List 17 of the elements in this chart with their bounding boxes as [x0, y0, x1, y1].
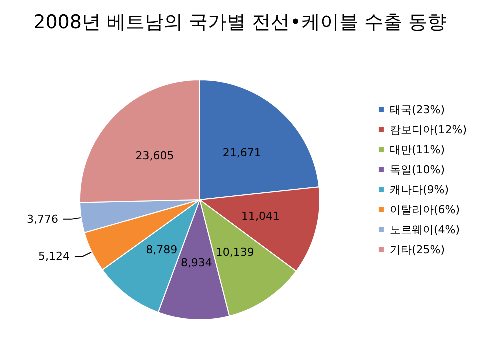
data-label: 3,776 [26, 212, 58, 226]
legend-label: 대만(11%) [390, 144, 446, 156]
data-label: 10,139 [216, 246, 254, 259]
data-label: 8,789 [146, 244, 178, 257]
data-label: 21,671 [222, 146, 262, 160]
data-label: 5,124 [38, 250, 70, 264]
legend-label: 캐나다(9%) [390, 184, 450, 196]
legend-label: 이탈리아(6%) [390, 204, 460, 216]
data-label: 23,605 [136, 149, 174, 162]
legend-label: 태국(23%) [390, 104, 446, 116]
legend-label: 노르웨이(4%) [390, 224, 460, 236]
data-label: 8,934 [180, 256, 212, 270]
chart-title: 2008년 베트남의 국가별 전선•케이블 수출 동향 [34, 12, 446, 34]
data-label: 11,041 [242, 210, 280, 223]
legend-label: 독일(10%) [390, 164, 446, 176]
legend-label: 캄보디아(12%) [390, 124, 468, 136]
legend-label: 기타(25%) [390, 244, 446, 256]
